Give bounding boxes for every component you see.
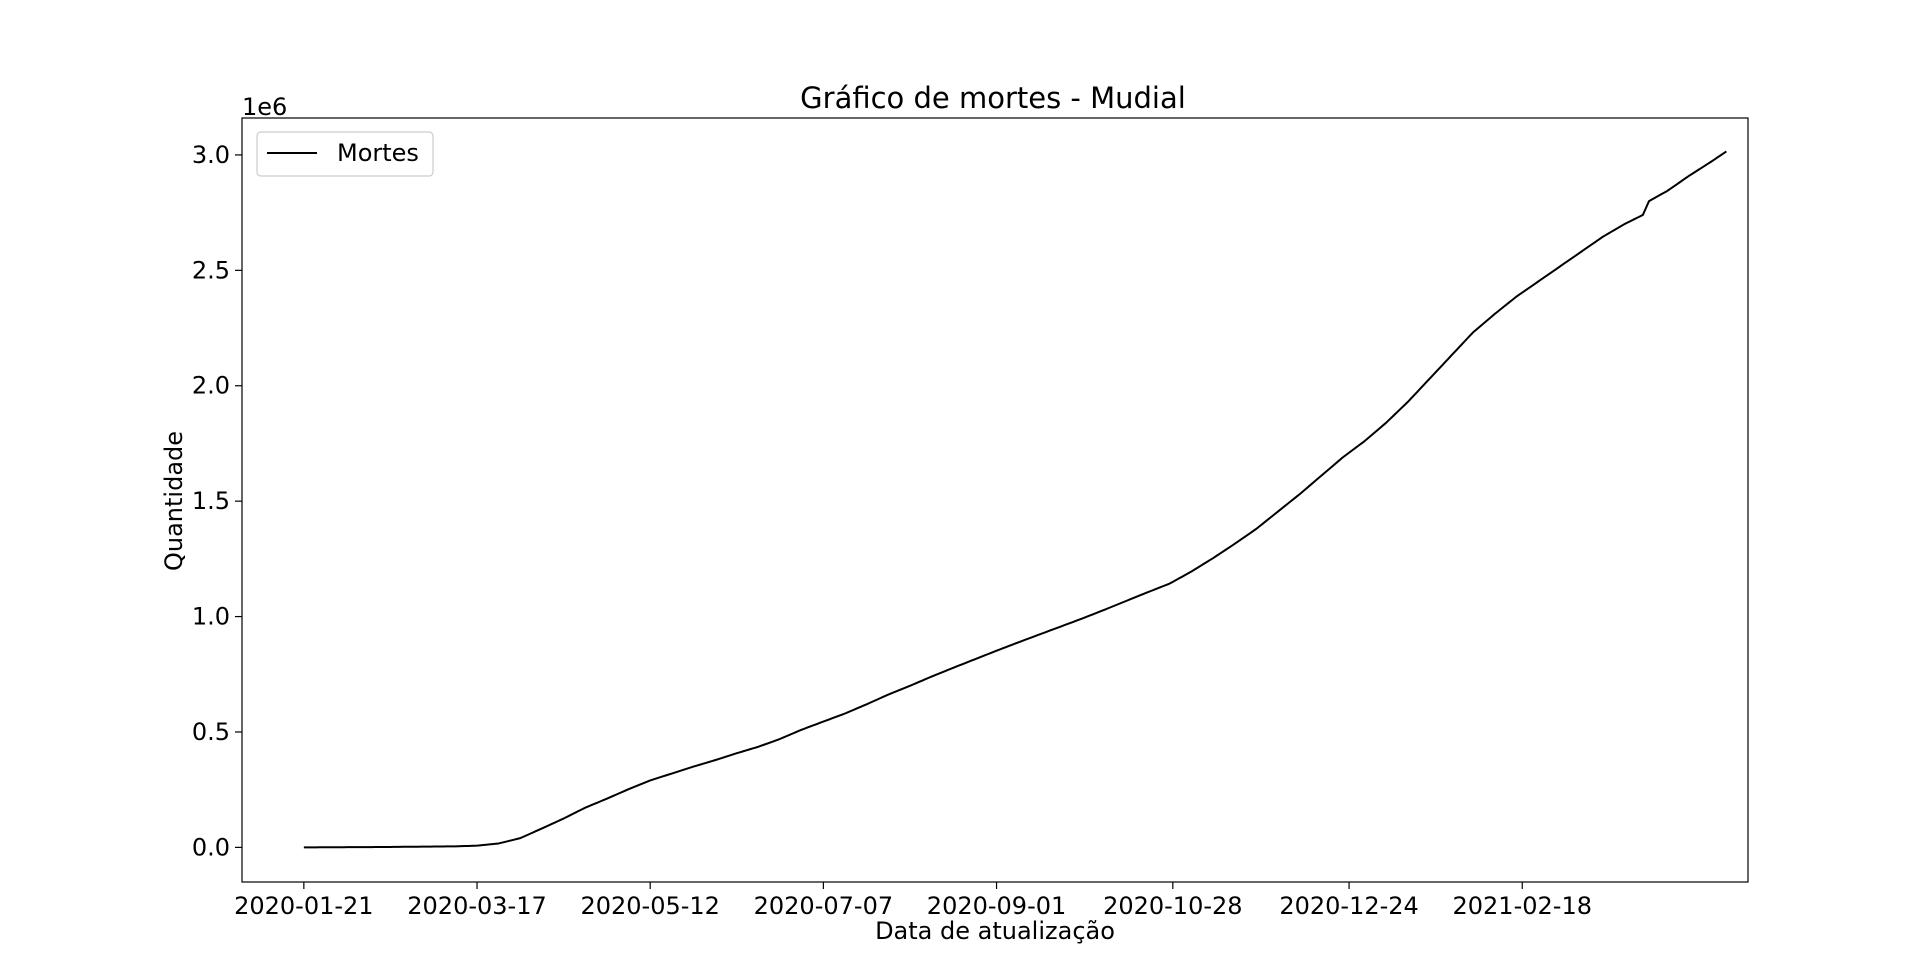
y-axis-offset-text: 1e6 [242, 93, 287, 121]
y-tick-label: 1.0 [192, 603, 230, 631]
legend: Mortes [256, 131, 434, 177]
y-axis-label: Quantidade [160, 431, 188, 571]
x-tick-label: 2020-12-24 [1279, 892, 1418, 920]
x-tick-label: 2020-07-07 [754, 892, 893, 920]
x-tick-label: 2020-01-21 [234, 892, 373, 920]
x-tick-label: 2020-10-28 [1103, 892, 1242, 920]
x-tick-label: 2020-03-17 [407, 892, 546, 920]
chart-title: Gráfico de mortes - Mudial [800, 81, 1186, 115]
x-axis-ticks: 2020-01-21 2020-03-17 2020-05-12 2020-07-07… [234, 882, 1592, 920]
y-tick-label: 0.0 [192, 833, 230, 861]
x-tick-label: 2021-02-18 [1453, 892, 1592, 920]
x-tick-label: 2020-09-01 [927, 892, 1066, 920]
y-axis-ticks: 0.0 0.5 1.0 1.5 2.0 2.5 3.0 [192, 141, 242, 861]
y-tick-label: 2.0 [192, 372, 230, 400]
y-tick-label: 3.0 [192, 141, 230, 169]
legend-box [256, 131, 434, 177]
x-axis-label: Data de atualização [875, 917, 1115, 945]
y-tick-label: 1.5 [192, 487, 230, 515]
y-tick-label: 0.5 [192, 718, 230, 746]
series-layer [303, 150, 1727, 849]
series-line-mortes [303, 150, 1727, 849]
legend-label: Mortes [337, 139, 419, 167]
plot-area-frame [241, 117, 1749, 883]
y-tick-label: 2.5 [192, 256, 230, 284]
x-tick-label: 2020-05-12 [580, 892, 719, 920]
